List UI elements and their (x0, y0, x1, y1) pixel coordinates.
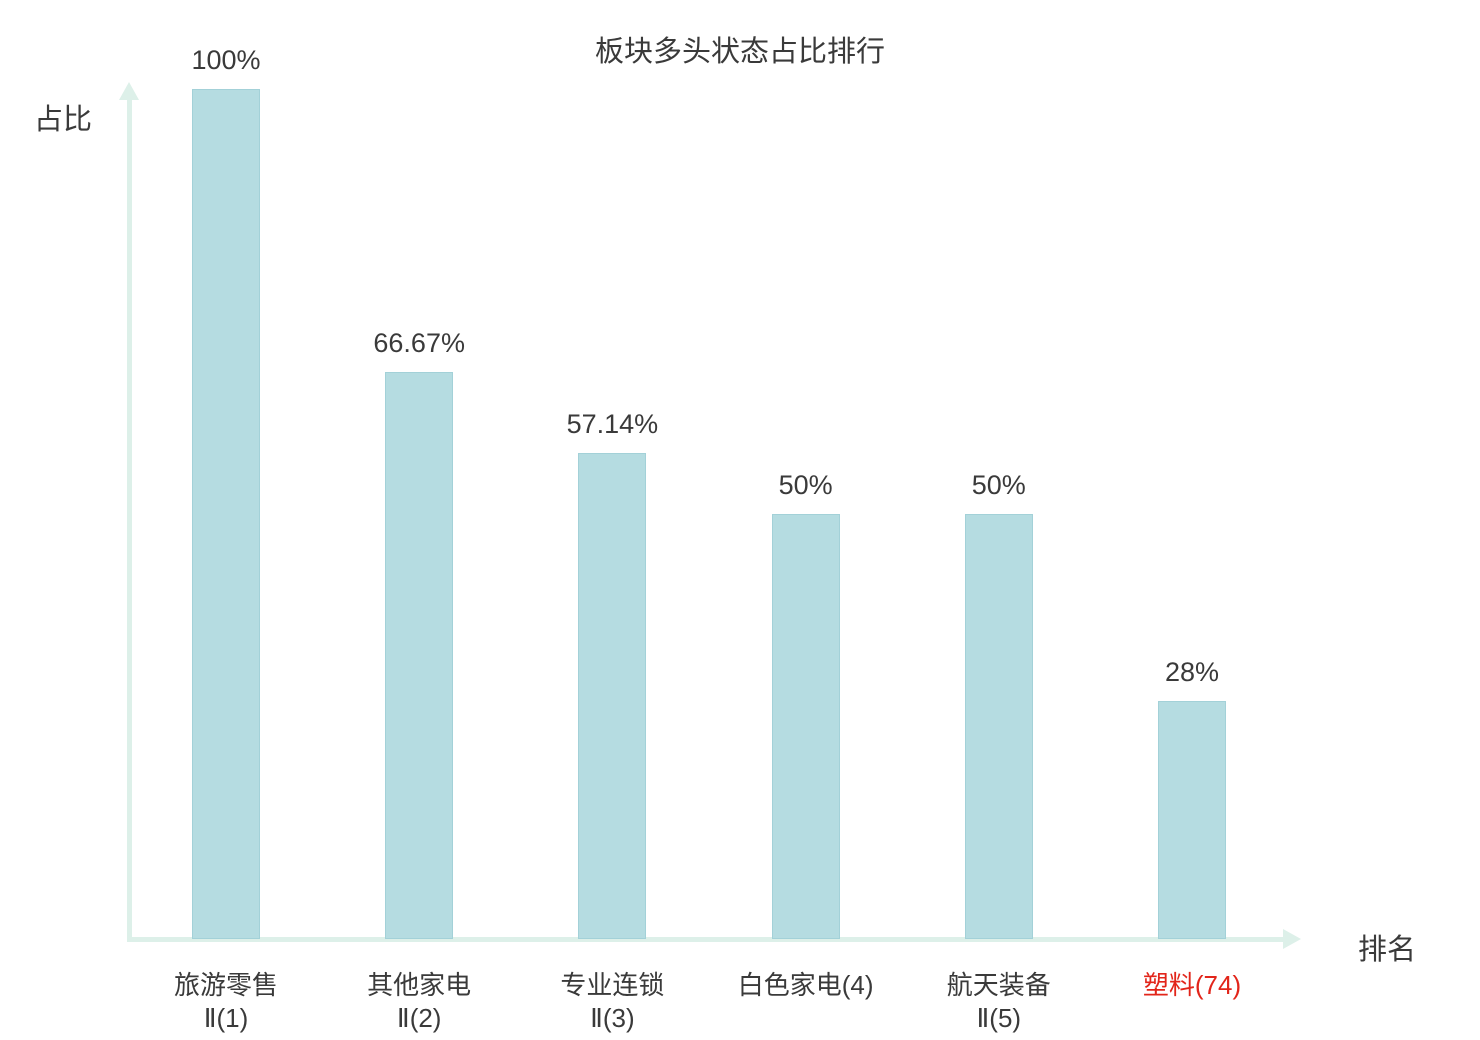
bar-category-label: Ⅱ(1) (203, 1003, 249, 1033)
x-axis-line (127, 937, 1285, 942)
chart-title: 板块多头状态占比排行 (594, 36, 885, 68)
bar-category-label: 专业连锁 (560, 970, 665, 1000)
bar-category-label: 航天装备 (946, 970, 1051, 1000)
bar-value-label: 28% (1164, 657, 1220, 687)
bar (1158, 701, 1226, 939)
bar-category-label: Ⅱ(2) (396, 1003, 442, 1033)
y-axis-arrow-icon (119, 82, 139, 100)
bar-category-label: Ⅱ(5) (976, 1003, 1022, 1033)
bar (771, 514, 840, 939)
bar-value-label: 100% (191, 45, 261, 75)
bar-value-label: 66.67% (373, 328, 465, 359)
bar-value-label: 57.14% (566, 409, 659, 440)
x-axis-arrow-icon (1283, 929, 1301, 949)
x-axis-label: 排名 (1358, 934, 1417, 966)
bar-category-label: 白色家电(4) (737, 970, 874, 1000)
bar (385, 372, 454, 939)
bar (192, 89, 260, 939)
bar (578, 453, 647, 939)
bar-value-label: 50% (778, 470, 833, 500)
bar-category-label: Ⅱ(3) (590, 1003, 635, 1033)
y-axis-label: 占比 (34, 104, 93, 136)
bar-category-label: 塑料(74) (1142, 970, 1242, 1000)
bar-value-label: 50% (971, 470, 1026, 500)
bar-category-label: 其他家电 (367, 970, 472, 1000)
y-axis-line (127, 98, 132, 942)
bar-category-label: 旅游零售 (173, 970, 278, 1000)
bar (964, 514, 1033, 939)
